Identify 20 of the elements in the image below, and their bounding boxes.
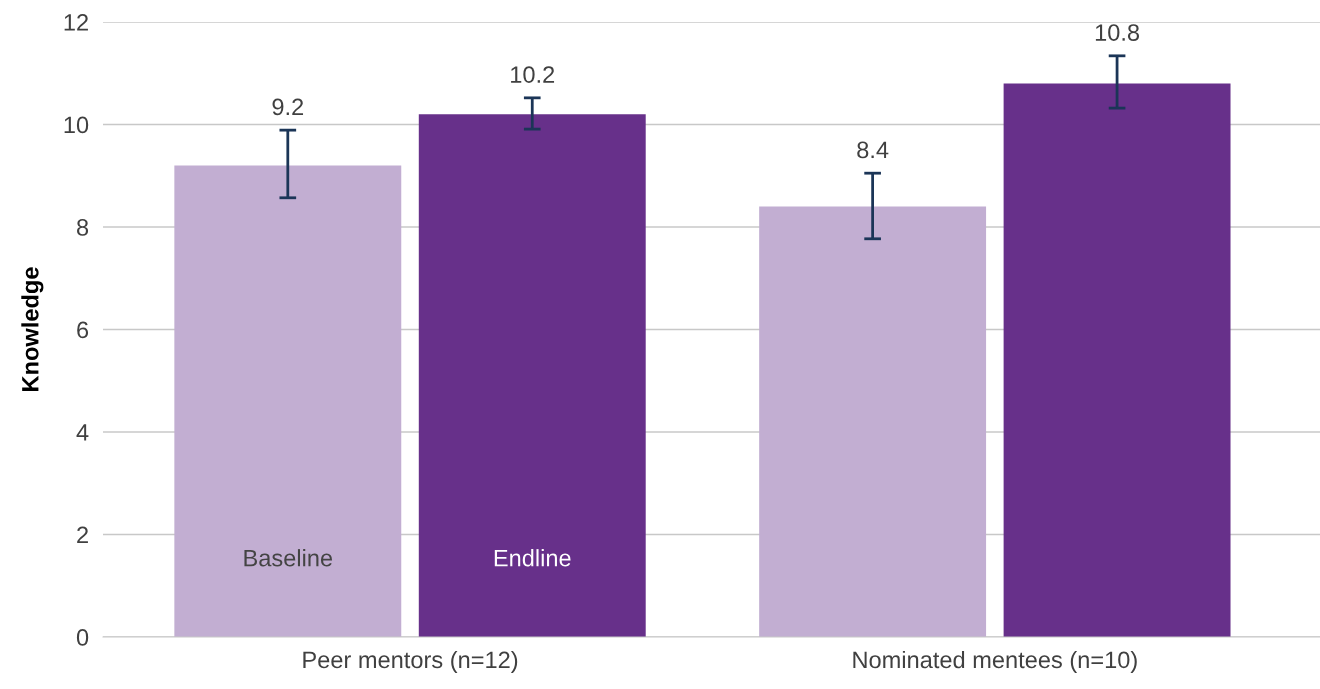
series-label: Endline: [494, 549, 571, 567]
y-tick-label: 4: [76, 424, 89, 441]
y-tick-label: 6: [77, 321, 89, 339]
bar: [418, 114, 646, 637]
data-label: 10.8: [1095, 24, 1140, 41]
y-tick-label: 10: [64, 116, 89, 134]
y-tick-label: 8: [77, 219, 89, 236]
bar: [174, 165, 402, 637]
x-tick-label: Peer mentors (n=12): [303, 650, 518, 673]
y-tick-label: 2: [77, 526, 88, 544]
data-label: 9.2: [272, 98, 304, 116]
y-tick-label: 0: [76, 629, 89, 646]
data-label: 10.2: [511, 66, 555, 83]
y-axis-title: Knowledge: [21, 267, 44, 391]
series-label: Baseline: [244, 549, 333, 567]
bar: [759, 206, 987, 637]
x-tick-label: Nominated mentees (n=10): [853, 650, 1137, 673]
bar: [1003, 83, 1231, 637]
y-tick-label: 12: [64, 14, 88, 31]
data-label: 8.4: [857, 141, 889, 159]
